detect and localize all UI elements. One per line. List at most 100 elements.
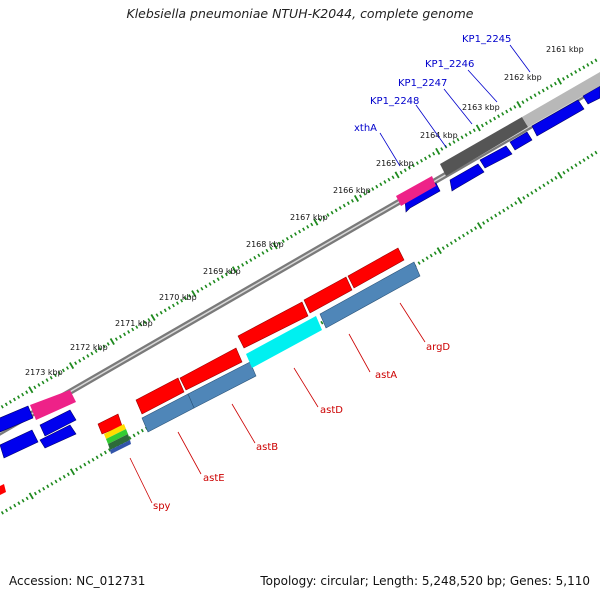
major-tick [272,242,278,250]
minor-tick [574,70,578,74]
minor-tick [102,344,106,349]
tick-label: 2170 kbp [159,293,197,302]
label-KP1_2246: KP1_2246 [425,59,474,70]
tick-labels: 2161 kbp 2162 kbp 2163 kbp 2164 kbp 2165 kbp… [25,45,584,377]
minor-tick [586,63,590,67]
gene-red [237,301,309,349]
minor-tick [159,310,163,315]
minor-tick [432,151,436,156]
tick-label: 2163 kbp [462,103,500,112]
label-astD: astD [320,405,343,416]
minor-tick [257,253,261,258]
minor-tick [425,256,429,260]
minor-tick [510,203,514,208]
minor-tick [62,474,66,479]
minor-tick [457,236,461,240]
minor-tick [578,160,582,165]
minor-tick [489,119,492,123]
minor-tick [220,275,224,279]
minor-tick [98,346,102,351]
major-tick [231,266,238,274]
gene-steelblue [319,261,421,329]
tick-label: 2173 kbp [25,368,63,377]
minor-tick [480,123,484,128]
minor-tick [74,361,78,365]
minor-tick [87,460,91,464]
minor-tick [578,67,582,72]
minor-tick [21,392,25,397]
minor-tick [440,147,444,151]
minor-tick [249,258,253,262]
major-tick [109,338,115,345]
minor-tick [513,105,517,109]
gene-block-blue [509,131,533,151]
minor-tick [472,128,476,133]
minor-tick [449,241,453,245]
gene-block-blue [449,163,485,192]
minor-tick [545,86,549,91]
tick-label: 2166 kbp [333,186,371,195]
gene-red [303,276,353,314]
minor-tick [318,217,322,222]
minor-tick [277,241,281,246]
minor-tick [342,203,346,208]
minor-tick [566,168,570,173]
bottom-leader-lines [129,302,426,504]
minor-tick [208,282,212,286]
minor-tick [494,213,498,218]
minor-tick [306,225,310,229]
tick-label: 2164 kbp [420,131,458,140]
label-astE: astE [203,473,225,484]
major-tick [436,247,442,255]
minor-tick [184,296,188,301]
minor-tick [42,486,46,491]
minor-tick [228,270,232,274]
label-astB: astB [256,442,278,453]
gene-block-blue [0,429,39,459]
minor-tick [285,236,289,241]
gene-steelblue [141,393,195,433]
minor-tick [171,303,175,308]
gene-red [179,347,243,391]
minor-tick [464,133,468,137]
minor-tick [188,294,192,298]
minor-tick [25,496,29,501]
minor-tick [58,477,62,481]
minor-tick [417,261,421,265]
minor-tick [21,498,25,503]
minor-tick [41,380,45,385]
gene-xthA-pink [396,176,436,206]
minor-tick [107,448,111,452]
tick-label: 2162 kbp [504,73,542,82]
minor-tick [367,189,371,194]
gene-block-blue [0,405,34,433]
topology-text: Topology: circular; Length: 5,248,520 bp… [260,574,590,588]
minor-tick [135,325,139,329]
label-spy: spy [153,501,171,512]
minor-tick [411,163,415,168]
plus-strand-blocks-left [0,405,77,459]
minor-tick [549,84,553,88]
minor-tick [139,322,143,327]
minor-tick [281,239,285,243]
minor-tick [33,385,37,390]
major-tick [313,218,319,226]
minor-tick [163,308,167,313]
minor-tick [131,327,135,332]
minor-tick [265,248,269,253]
minor-tick [482,221,486,225]
label-KP1_2245: KP1_2245 [462,34,511,45]
minor-tick [407,166,411,170]
minor-tick [590,153,594,157]
minor-tick [570,165,574,170]
minor-tick [136,431,140,435]
minor-tick [326,213,330,217]
minor-tick [53,373,57,378]
minor-tick [0,404,4,409]
minor-tick [25,390,29,394]
minor-tick [200,286,204,291]
outer-tick-track [0,58,598,409]
minor-tick [554,176,558,180]
minor-tick [486,218,490,223]
minor-tick [456,137,460,142]
